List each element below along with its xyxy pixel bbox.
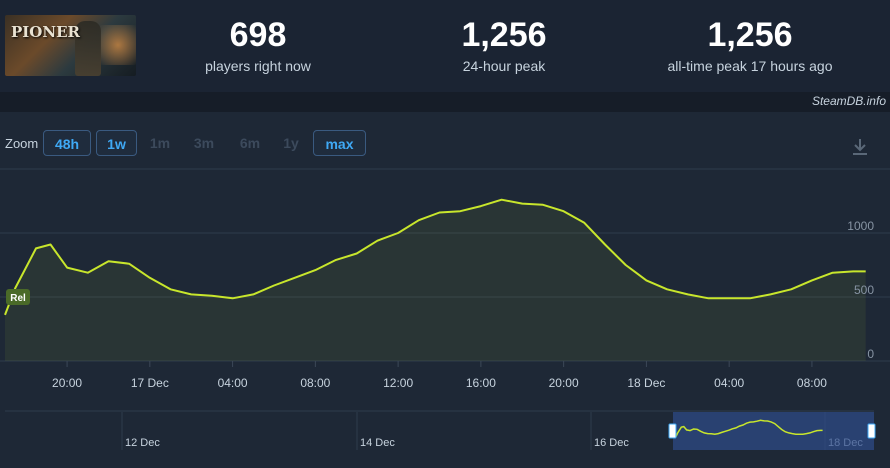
navigator-date-label: 14 Dec	[360, 437, 395, 449]
game-capsule-image[interactable]: PIONER	[5, 15, 136, 76]
all-time-peak-stat: 1,256 all-time peak 17 hours ago	[640, 16, 860, 74]
day-peak-label: 24-hour peak	[462, 58, 546, 74]
zoom-3m-button[interactable]: 3m	[193, 135, 215, 151]
x-tick-label: 20:00	[52, 376, 82, 390]
x-tick-label: 08:00	[300, 376, 330, 390]
current-players-stat: 698 players right now	[178, 16, 338, 74]
zoom-6m-button[interactable]: 6m	[239, 135, 261, 151]
zoom-1w-button[interactable]: 1w	[96, 130, 137, 156]
download-icon[interactable]	[849, 136, 871, 158]
x-tick-label: 12:00	[383, 376, 413, 390]
zoom-max-button[interactable]: max	[313, 130, 366, 156]
day-peak-stat: 1,256 24-hour peak	[424, 16, 584, 74]
zoom-48h-button[interactable]: 48h	[43, 130, 91, 156]
navigator-handle[interactable]	[867, 423, 876, 439]
current-players-label: players right now	[205, 58, 311, 74]
soldier-figure	[75, 21, 101, 76]
chart-panel	[0, 112, 890, 468]
series-area	[5, 199, 866, 361]
navigator-date-label: 12 Dec	[125, 437, 160, 449]
y-tick-label: 0	[867, 347, 874, 361]
day-peak-value: 1,256	[461, 16, 547, 54]
zoom-1m-button[interactable]: 1m	[149, 135, 171, 151]
navigator-series-line	[675, 419, 823, 437]
x-tick-label: 08:00	[797, 376, 827, 390]
navigator-handle[interactable]	[668, 423, 677, 439]
x-tick-label: 20:00	[549, 376, 579, 390]
series-line	[4, 198, 866, 316]
game-logo: PIONER	[11, 23, 80, 41]
x-tick-label: 16:00	[466, 376, 496, 390]
attribution-bar: SteamDB.info	[0, 92, 890, 112]
all-time-peak-label: all-time peak 17 hours ago	[667, 58, 833, 74]
x-tick-label: 17 Dec	[131, 376, 169, 390]
y-tick-label: 1000	[847, 219, 874, 233]
x-tick-label: 04:00	[714, 376, 744, 390]
x-tick-label: 04:00	[218, 376, 248, 390]
current-players-value: 698	[229, 16, 287, 54]
navigator-date-label: 16 Dec	[594, 437, 629, 449]
image-glow	[100, 25, 136, 65]
annotation-flag	[6, 289, 30, 305]
steamdb-attribution[interactable]: SteamDB.info	[811, 94, 886, 108]
all-time-peak-value: 1,256	[707, 16, 793, 54]
navigator-selection	[673, 412, 874, 450]
x-tick-label: 18 Dec	[627, 376, 665, 390]
zoom-1y-button[interactable]: 1y	[283, 135, 299, 151]
zoom-label: Zoom	[5, 136, 39, 151]
stats-header: PIONER 698 players right now 1,256 24-ho…	[0, 0, 890, 92]
annotation-label: Rel	[10, 293, 26, 304]
y-tick-label: 500	[854, 283, 874, 297]
